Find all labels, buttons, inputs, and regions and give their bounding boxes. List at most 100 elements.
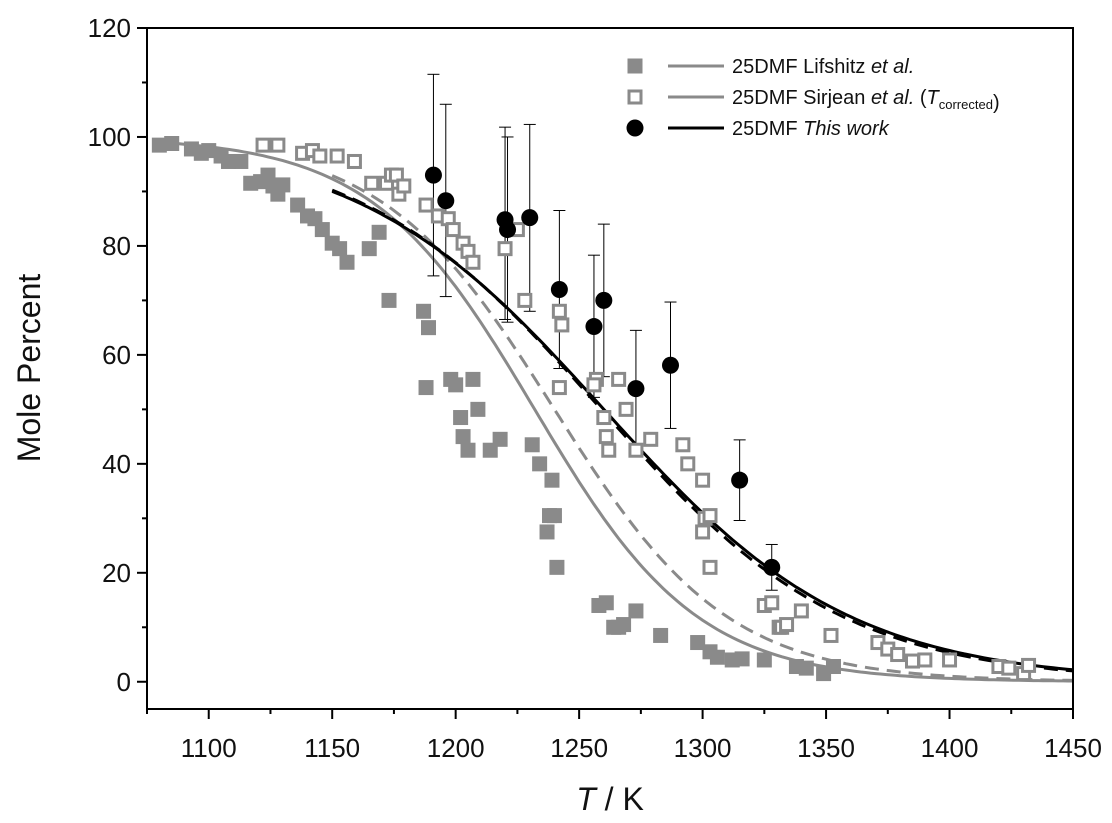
point-lifshitz_points	[690, 635, 706, 651]
x-tick-label: 1100	[181, 733, 237, 763]
x-tick-label: 1200	[427, 733, 485, 763]
point-sirjean_points	[586, 377, 602, 393]
point-lifshitz_points	[532, 456, 548, 472]
legend: 25DMF Lifshitz et al. 25DMF Sirjean et al…	[626, 56, 1000, 140]
point-sirjean_points	[596, 410, 612, 426]
point-sirjean_points	[611, 371, 627, 387]
point-lifshitz_points	[339, 254, 355, 270]
point-sirjean_points	[823, 627, 839, 643]
point-lifshitz_points	[314, 222, 330, 238]
point-sirjean_points	[255, 137, 271, 153]
y-tick-label: 120	[88, 13, 131, 43]
point-lifshitz_points	[798, 660, 814, 676]
point-lifshitz_points	[201, 143, 217, 159]
legend-label-part: et al.	[871, 87, 914, 109]
legend-label-part: et al.	[871, 56, 914, 78]
point-lifshitz_points	[418, 380, 434, 396]
point-sirjean_points	[598, 429, 614, 445]
legend-label-sirjean: 25DMF Sirjean et al. (Tcorrected)	[732, 87, 1000, 114]
point-sirjean_points	[364, 175, 380, 191]
point-sirjean_points	[628, 442, 644, 458]
point-lifshitz_points	[164, 135, 180, 151]
legend-label-part: T	[927, 87, 941, 109]
point-lifshitz_points	[546, 508, 562, 524]
x-tick-label: 1300	[674, 733, 732, 763]
point-sirjean_points	[695, 472, 711, 488]
point-sirjean_points	[396, 178, 412, 194]
point-lifshitz_points	[361, 241, 377, 257]
curve-black_solid	[331, 189, 1074, 672]
point-sirjean_points	[497, 241, 513, 257]
x-tick-label: 1150	[304, 733, 360, 763]
legend-item-thiswork: 25DMF This work	[626, 118, 890, 140]
point-lifshitz_points	[275, 177, 291, 193]
point-thiswork_points	[731, 471, 749, 489]
fit-curves	[159, 140, 1074, 683]
point-lifshitz_points	[332, 241, 348, 257]
point-lifshitz_points	[709, 649, 725, 665]
legend-marker-lifshitz	[627, 58, 643, 74]
y-tick-label: 0	[117, 667, 131, 697]
point-lifshitz_points	[616, 617, 632, 633]
y-axis-title: Mole Percent	[11, 274, 47, 463]
point-lifshitz_points	[756, 652, 772, 668]
point-thiswork_points	[763, 558, 781, 576]
plot-frame	[146, 27, 1074, 710]
point-lifshitz_points	[233, 153, 249, 169]
point-sirjean_points	[554, 317, 570, 333]
point-thiswork_points	[521, 209, 539, 227]
point-thiswork_points	[627, 380, 645, 398]
x-tick-label: 1450	[1044, 733, 1102, 763]
legend-label-lifshitz: 25DMF Lifshitz et al.	[732, 56, 914, 78]
point-lifshitz_points	[734, 651, 750, 667]
x-axis-ticks: 1100 1150 1200 1250 1300 1350 1400 1450	[146, 709, 1102, 763]
x-axis-title-unit: / K	[596, 781, 644, 817]
point-sirjean_points	[465, 254, 481, 270]
point-lifshitz_points	[220, 153, 236, 169]
legend-label-part: 25DMF Sirjean	[732, 87, 871, 109]
point-thiswork_points	[437, 192, 455, 210]
point-lifshitz_points	[151, 137, 167, 153]
point-thiswork_points	[424, 166, 442, 184]
point-sirjean_points	[702, 559, 718, 575]
point-lifshitz_points	[825, 659, 841, 675]
point-lifshitz_points	[371, 224, 387, 240]
x-axis-title: T / K	[576, 781, 644, 817]
point-thiswork_points	[585, 318, 603, 336]
point-lifshitz_points	[524, 437, 540, 453]
point-sirjean_points	[551, 380, 567, 396]
point-sirjean_points	[346, 153, 362, 169]
point-sirjean_points	[1001, 660, 1017, 676]
legend-item-sirjean: 25DMF Sirjean et al. (Tcorrected)	[627, 87, 1000, 114]
x-axis-title-symbol: T	[576, 781, 598, 817]
data-points	[151, 135, 1037, 682]
x-tick-label: 1400	[921, 733, 979, 763]
curve-gray_solid	[159, 140, 1073, 683]
point-sirjean_points	[643, 431, 659, 447]
point-lifshitz_points	[628, 603, 644, 619]
point-lifshitz_points	[653, 627, 669, 643]
point-lifshitz_points	[549, 559, 565, 575]
point-lifshitz_points	[539, 524, 555, 540]
point-sirjean_points	[942, 652, 958, 668]
point-lifshitz_points	[453, 410, 469, 426]
point-lifshitz_points	[460, 442, 476, 458]
point-lifshitz_points	[492, 431, 508, 447]
y-tick-label: 80	[102, 231, 131, 261]
point-lifshitz_points	[421, 320, 437, 336]
curve-black_dashed	[331, 188, 1074, 673]
point-sirjean_points	[329, 148, 345, 164]
point-sirjean_points	[601, 442, 617, 458]
point-sirjean_points	[551, 303, 567, 319]
error-bars	[427, 73, 778, 591]
point-lifshitz_points	[544, 472, 560, 488]
x-tick-label: 1250	[550, 733, 608, 763]
point-sirjean_points	[1021, 657, 1037, 673]
point-lifshitz_points	[381, 292, 397, 308]
point-lifshitz_points	[598, 595, 614, 611]
legend-marker-sirjean	[627, 89, 643, 105]
point-sirjean_points	[418, 197, 434, 213]
point-sirjean_points	[695, 524, 711, 540]
point-sirjean_points	[675, 437, 691, 453]
